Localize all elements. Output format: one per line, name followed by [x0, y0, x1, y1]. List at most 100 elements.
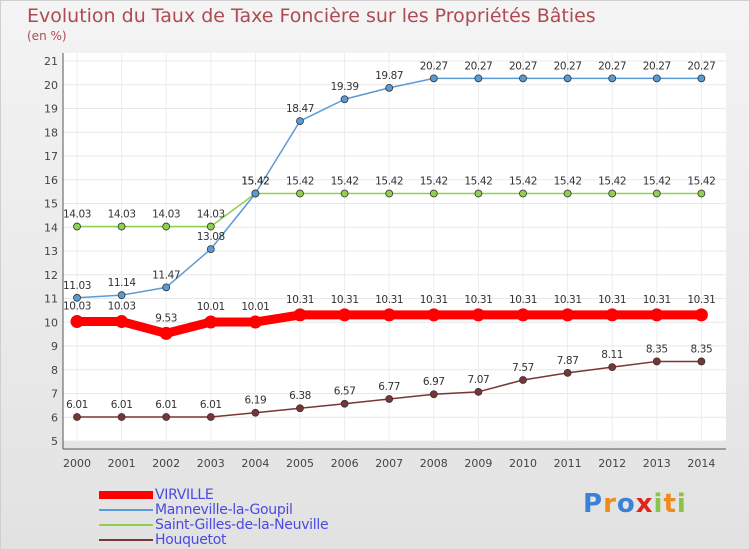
data-point [251, 189, 260, 198]
data-label: 15.42 [509, 176, 537, 188]
y-tick-label: 5 [51, 435, 58, 448]
data-label: 10.31 [286, 294, 314, 306]
data-label: 11.03 [63, 280, 91, 292]
data-label: 6.57 [334, 386, 356, 398]
x-tick-label: 2014 [687, 457, 715, 470]
data-label: 10.31 [598, 294, 626, 306]
proxiti-logo: Proxiti [583, 489, 687, 519]
y-tick-label: 7 [51, 388, 58, 401]
data-label: 10.31 [464, 294, 492, 306]
legend-label: VIRVILLE [155, 486, 214, 503]
y-tick-label: 11 [44, 293, 58, 306]
logo-letter: P [583, 489, 604, 519]
legend: VIRVILLE Manneville-la-Goupil Saint-Gill… [99, 486, 329, 548]
y-tick-label: 9 [51, 340, 58, 353]
logo-letter: i [676, 489, 687, 519]
logo-letter: x [635, 489, 654, 519]
data-label: 6.19 [245, 395, 267, 407]
y-tick-label: 13 [44, 245, 58, 258]
data-label: 15.42 [375, 176, 403, 188]
data-label: 13.08 [197, 231, 225, 243]
legend-item-virville: VIRVILLE [99, 486, 328, 503]
data-label: 7.87 [557, 355, 579, 367]
y-tick-label: 12 [44, 269, 58, 282]
data-label: 10.01 [197, 301, 225, 313]
y-tick-label: 15 [44, 198, 58, 211]
y-tick-label: 10 [44, 316, 58, 329]
legend-swatch-saint-gilles [99, 523, 153, 526]
y-tick-label: 21 [44, 55, 58, 68]
data-label: 7.07 [468, 374, 490, 386]
data-point [296, 404, 304, 413]
data-label: 20.27 [509, 60, 537, 72]
data-point [340, 95, 349, 104]
y-tick-label: 16 [44, 174, 58, 187]
data-point [697, 74, 706, 83]
logo-letter: t [663, 489, 677, 519]
data-label: 9.53 [155, 312, 177, 324]
data-label: 10.03 [108, 301, 136, 313]
data-point [206, 222, 215, 231]
y-tick-label: 14 [44, 221, 58, 234]
data-label: 19.87 [375, 70, 403, 82]
x-tick-label: 2012 [598, 457, 626, 470]
data-label: 10.31 [509, 294, 537, 306]
data-label: 18.47 [286, 103, 314, 115]
legend-label: Manneville-la-Goupil [155, 501, 293, 518]
data-label: 19.39 [331, 81, 359, 93]
x-tick-label: 2013 [643, 457, 671, 470]
data-point [563, 368, 572, 377]
data-point [251, 408, 260, 417]
data-label: 6.97 [423, 376, 445, 388]
data-point [385, 189, 394, 198]
data-label: 8.11 [601, 349, 623, 361]
data-point [338, 308, 352, 322]
legend-swatch-houquetot [99, 538, 153, 541]
data-point [385, 83, 394, 92]
data-label: 8.35 [646, 343, 668, 355]
data-point [296, 117, 304, 125]
y-tick-label: 6 [51, 411, 58, 424]
logo-letter: r [603, 489, 617, 519]
data-point [70, 315, 84, 329]
logo-letter: o [616, 489, 636, 519]
legend-item-houquetot: Houquetot [99, 532, 328, 548]
data-point [117, 291, 126, 300]
data-point [204, 315, 218, 329]
data-label: 15.42 [286, 176, 314, 188]
data-label: 6.01 [111, 399, 133, 411]
data-label: 14.03 [63, 209, 91, 221]
data-point [385, 395, 394, 403]
plot-area [63, 53, 726, 441]
data-point [117, 222, 126, 231]
logo-letter: i [653, 489, 664, 519]
y-tick-label: 8 [51, 364, 58, 377]
data-label: 6.01 [200, 399, 222, 411]
data-point [697, 189, 706, 198]
y-tick-label: 19 [44, 103, 58, 116]
data-point [697, 357, 706, 366]
data-point [73, 293, 81, 302]
data-point [563, 74, 572, 83]
x-tick-label: 2011 [554, 457, 582, 470]
data-label: 14.03 [152, 209, 180, 221]
data-point [293, 308, 307, 322]
data-point [206, 245, 215, 254]
data-point [340, 399, 349, 408]
data-point [162, 222, 171, 231]
data-label: 15.42 [241, 176, 269, 188]
data-point [561, 308, 575, 322]
data-point [162, 283, 171, 292]
data-label: 10.31 [420, 294, 448, 306]
x-tick-label: 2008 [420, 457, 448, 470]
data-point [429, 74, 438, 83]
legend-swatch-manneville [99, 508, 153, 511]
data-label: 6.01 [155, 399, 177, 411]
y-tick-label: 20 [44, 79, 58, 92]
data-point [519, 189, 527, 198]
data-point [608, 189, 617, 198]
data-point [474, 74, 483, 83]
data-label: 14.03 [108, 209, 136, 221]
